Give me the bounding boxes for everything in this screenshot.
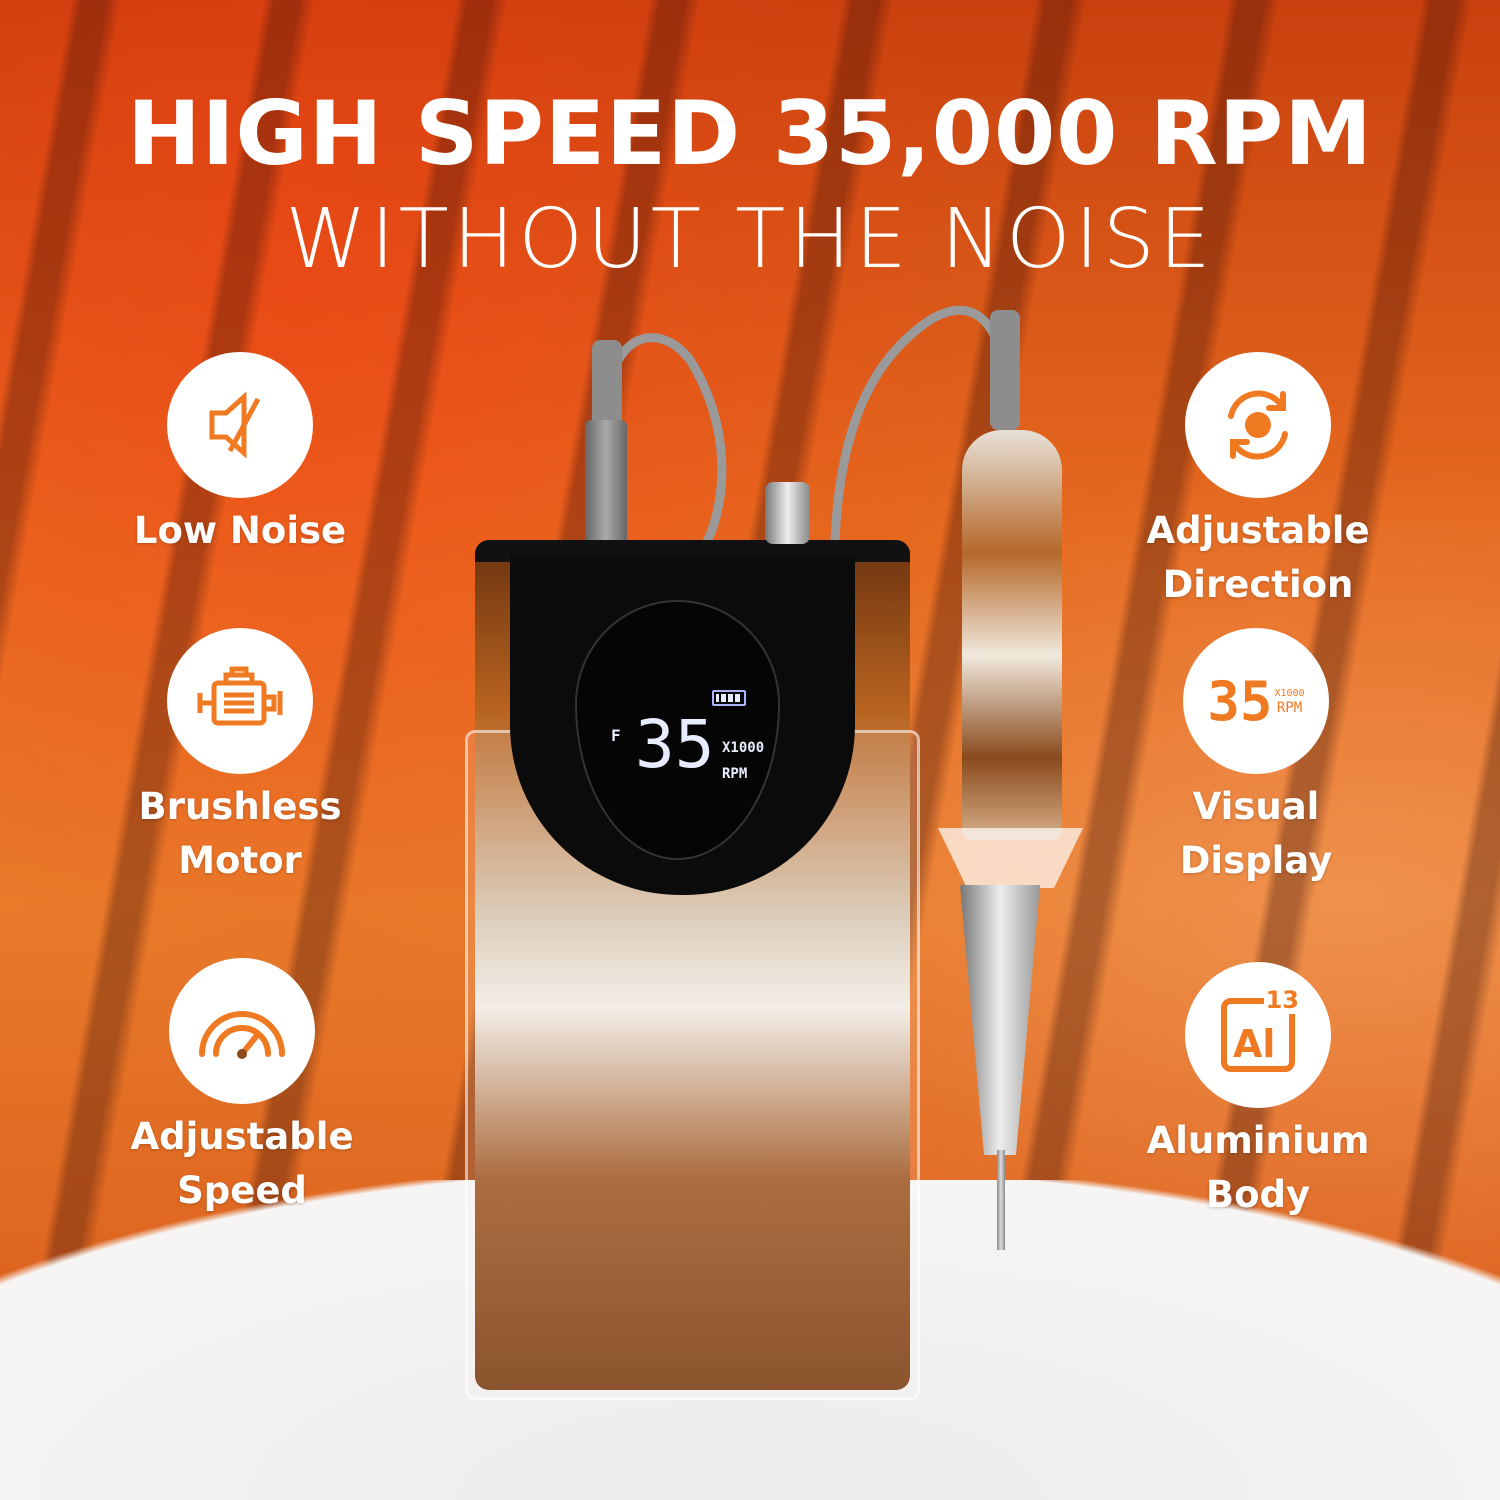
feature-label: Adjustable Speed — [130, 1115, 354, 1212]
lcd-multiplier: X1000 — [722, 740, 765, 756]
feature-brushless-motor: Brushless Motor — [110, 628, 370, 888]
feature-low-noise: Low Noise — [110, 352, 370, 558]
motor-icon — [167, 628, 313, 774]
feature-label: Adjustable Direction — [1146, 509, 1370, 606]
feature-label: Aluminium Body — [1146, 1119, 1370, 1216]
feature-adjustable-direction: Adjustable Direction — [1128, 352, 1388, 612]
lcd-mode: F — [611, 726, 621, 745]
icon-multiplier: X1000 — [1274, 688, 1305, 699]
feature-adjustable-speed: Adjustable Speed — [112, 958, 372, 1218]
rotate-direction-icon — [1185, 352, 1331, 498]
lcd-speed: 35 — [635, 706, 715, 783]
speed-knob[interactable] — [765, 482, 810, 544]
feature-label: Low Noise — [133, 509, 347, 552]
feature-visual-display: 35 X1000 RPM Visual Display — [1126, 628, 1386, 888]
drill-bit — [997, 1150, 1005, 1250]
headline-secondary: WITHOUT THE NOISE — [285, 192, 1215, 287]
icon-digits: 35 — [1207, 669, 1273, 733]
aluminium-element-icon: 13 Al — [1185, 962, 1331, 1108]
lcd-unit: RPM — [722, 766, 748, 782]
feature-label: Visual Display — [1179, 785, 1333, 882]
feature-label: Brushless Motor — [138, 785, 342, 882]
lcd-display: F 35 X1000 RPM — [575, 600, 780, 860]
headline-primary: HIGH SPEED 35,000 RPM — [127, 82, 1373, 185]
cord-plug — [585, 420, 627, 545]
speedometer-icon — [169, 958, 315, 1104]
battery-icon — [712, 690, 746, 706]
muted-speaker-icon — [167, 352, 313, 498]
handpiece[interactable] — [962, 430, 1062, 840]
icon-symbol: Al — [1233, 1022, 1276, 1066]
feature-aluminium-body: 13 Al Aluminium Body — [1128, 962, 1388, 1222]
icon-unit: RPM — [1276, 700, 1303, 716]
icon-number: 13 — [1263, 986, 1301, 1014]
digital-display-icon: 35 X1000 RPM — [1183, 628, 1329, 774]
